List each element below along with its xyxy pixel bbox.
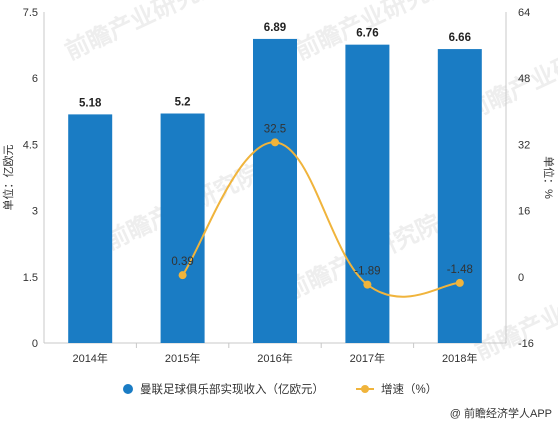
- bar: [253, 38, 297, 344]
- y2-axis-tick-label: -16: [518, 338, 534, 350]
- legend-line-marker: [361, 385, 369, 393]
- bar: [345, 44, 390, 344]
- growth-point: [363, 280, 372, 289]
- growth-point: [271, 138, 279, 147]
- growth-data-label: -1.48: [447, 264, 473, 276]
- watermark-text: 前瞻产业研究院: [61, 0, 225, 65]
- y2-axis-title: 单位：%: [542, 156, 556, 199]
- bar-data-label: 5.2: [175, 97, 191, 109]
- legend-bar-label: 曼联足球俱乐部实现收入（亿欧元）: [140, 382, 324, 396]
- y-axis-tick-label: 7.5: [23, 7, 38, 19]
- x-axis-tick-label: 2017年: [350, 351, 385, 365]
- y-axis-tick-label: 4.5: [23, 139, 38, 151]
- legend-line-label: 增速（%）: [381, 382, 437, 396]
- x-axis-tick-label: 2016年: [257, 351, 292, 365]
- y2-axis-tick-label: 16: [518, 206, 530, 218]
- x-axis-tick-label: 2018年: [442, 351, 477, 365]
- y2-axis-tick-label: 32: [518, 139, 530, 151]
- bar-data-label: 6.89: [264, 22, 286, 34]
- legend-bar-swatch: [123, 384, 133, 394]
- growth-line: [181, 141, 460, 298]
- y2-axis-tick-label: 0: [518, 272, 524, 284]
- growth-data-label: -1.89: [354, 266, 380, 278]
- y-axis-tick-label: 0: [32, 338, 38, 350]
- y-axis-tick-label: 3: [32, 206, 38, 218]
- bar-data-label: 6.76: [356, 28, 378, 40]
- bar-data-label: 5.18: [79, 97, 102, 109]
- bar: [68, 114, 113, 343]
- growth-point: [455, 278, 464, 287]
- y2-axis-tick-label: 48: [518, 73, 530, 85]
- growth-point: [178, 271, 187, 280]
- bar: [437, 49, 482, 344]
- y2-axis-tick-label: 64: [518, 7, 530, 19]
- bar-data-label: 6.66: [449, 32, 471, 44]
- y-axis-title: 单位：亿欧元: [1, 145, 15, 211]
- x-axis-tick-label: 2014年: [72, 351, 107, 365]
- y-axis-tick-label: 6: [32, 73, 38, 85]
- bar: [160, 113, 205, 343]
- growth-data-label: 32.5: [264, 123, 286, 135]
- x-axis-tick-label: 2015年: [165, 351, 200, 365]
- growth-data-label: 0.39: [171, 256, 193, 268]
- y-axis-tick-label: 1.5: [23, 272, 38, 284]
- credit-text: @ 前瞻经济学人APP: [449, 408, 552, 420]
- watermark-text: 前瞻产业研究院: [471, 269, 558, 365]
